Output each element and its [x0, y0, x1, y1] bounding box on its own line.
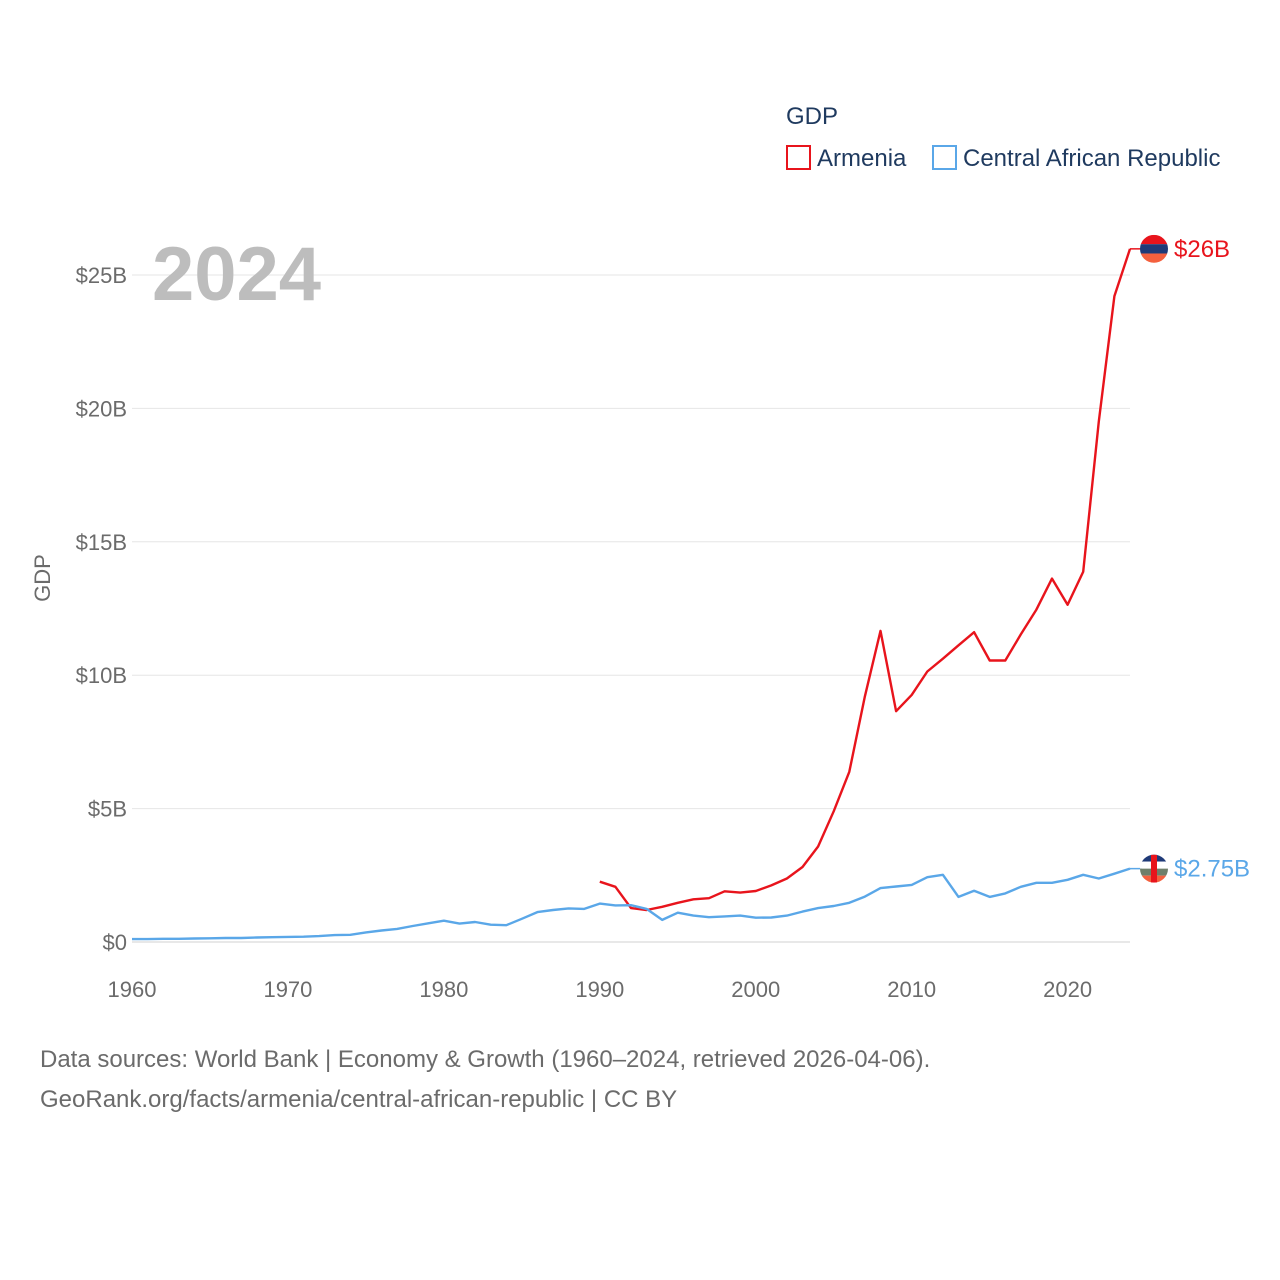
- source-line-2: GeoRank.org/facts/armenia/central-africa…: [40, 1086, 678, 1113]
- series-end-markers: $26B $2.75B: [1130, 234, 1250, 883]
- gdp-line-chart: $0 $5B $10B $15B $20B $25B 1960 1970 1980 1990 20…: [30, 103, 1250, 1002]
- y-axis-title: GDP: [30, 554, 55, 602]
- year-label: 2024: [152, 232, 321, 317]
- legend-swatch: [932, 145, 957, 170]
- car-flag-icon: [1140, 854, 1168, 883]
- legend-label: Central African Republic: [963, 145, 1220, 172]
- x-tick-label: 2020: [1043, 977, 1092, 1002]
- y-tick-label: $15B: [76, 530, 127, 555]
- end-value-label: $26B: [1174, 236, 1230, 263]
- x-tick-label: 1970: [263, 977, 312, 1002]
- grid-lines: [132, 274, 1130, 943]
- series-line-armenia: [599, 248, 1132, 912]
- x-tick-labels: 1960 1970 1980 1990 2000 2010 2020: [108, 977, 1093, 1002]
- legend-title: GDP: [786, 103, 838, 130]
- armenia-flag-icon: [1140, 234, 1168, 263]
- x-tick-label: 2010: [887, 977, 936, 1002]
- legend-label: Armenia: [817, 145, 907, 172]
- series-lines: [132, 248, 1132, 941]
- y-tick-label: $0: [103, 930, 127, 955]
- x-tick-label: 2000: [731, 977, 780, 1002]
- x-tick-label: 1990: [575, 977, 624, 1002]
- legend: Armenia Central African Republic: [786, 145, 1220, 172]
- y-tick-labels: $0 $5B $10B $15B $20B $25B: [76, 263, 127, 955]
- legend-swatch: [786, 145, 811, 170]
- y-tick-label: $10B: [76, 663, 127, 688]
- source-note: Data sources: World Bank | Economy & Gro…: [40, 1040, 930, 1120]
- source-line-1: Data sources: World Bank | Economy & Gro…: [40, 1046, 931, 1073]
- series-line-central-african-republic: [132, 867, 1131, 941]
- y-tick-label: $25B: [76, 263, 127, 288]
- x-tick-label: 1960: [108, 977, 157, 1002]
- y-tick-label: $5B: [88, 797, 127, 822]
- end-value-label: $2.75B: [1174, 856, 1250, 883]
- y-tick-label: $20B: [76, 396, 127, 421]
- x-tick-label: 1980: [419, 977, 468, 1002]
